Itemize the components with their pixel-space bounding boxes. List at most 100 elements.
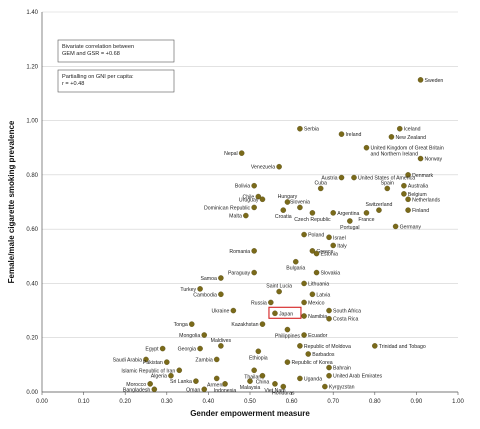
data-point: [297, 204, 303, 211]
data-point: [326, 315, 332, 322]
data-point: [309, 210, 316, 216]
point-label: Samoa: [200, 276, 217, 282]
point-label: Nepal: [224, 151, 238, 157]
point-label: Kyrgyzstan: [329, 385, 355, 391]
data-point: [317, 185, 324, 192]
x-tick-label: 0.10: [78, 399, 90, 405]
data-point: [255, 348, 262, 355]
point-label: Australia: [408, 184, 428, 190]
data-point: [330, 210, 336, 216]
point-label: Greece: [316, 249, 333, 255]
annotation-box: [57, 69, 175, 93]
point-label: Poland: [308, 233, 324, 239]
point-label: Republic of Korea: [291, 360, 332, 366]
point-label: Bolivia: [235, 184, 250, 190]
x-tick-label: 0.00: [36, 399, 48, 405]
data-point: [201, 386, 207, 393]
point-label: Finland: [412, 208, 429, 214]
point-label: Israel: [333, 235, 346, 241]
y-tick-label: 0.60: [26, 227, 38, 233]
point-label: Iceland: [404, 127, 421, 133]
data-point: [405, 196, 411, 203]
data-point: [301, 313, 307, 319]
highlight-box: [268, 306, 302, 319]
data-point: [405, 172, 411, 178]
point-label: Romania: [229, 249, 250, 255]
point-label: Morocco: [126, 382, 146, 388]
point-label: Ireland: [346, 132, 362, 138]
data-point: [259, 372, 266, 379]
data-point: [168, 372, 174, 379]
point-label: Turkey: [180, 287, 196, 293]
gridlines: [42, 11, 458, 393]
data-point: [284, 359, 291, 365]
point-label: Argentina: [337, 211, 359, 217]
data-point: [238, 150, 245, 156]
data-point: [213, 375, 220, 382]
point-label: Pakistan: [143, 360, 163, 366]
point-label: Ukraine: [211, 309, 229, 315]
data-point: [259, 196, 266, 203]
point-label: Spain: [381, 180, 394, 186]
point-label: Paraguay: [228, 271, 251, 277]
point-label: Uganda: [304, 376, 322, 382]
point-label: Belgium: [408, 192, 427, 198]
x-tick-label: 0.70: [327, 399, 339, 405]
point-label: Ecuador: [308, 333, 328, 339]
data-point: [251, 182, 257, 189]
data-point: [176, 367, 183, 374]
data-point: [272, 381, 278, 387]
data-point: [293, 258, 299, 265]
data-point: [276, 288, 282, 295]
point-label: Oman: [186, 387, 200, 393]
point-label: Armenia: [207, 382, 226, 388]
point-label: Honduras: [272, 391, 295, 397]
point-label: Croatia: [275, 214, 292, 220]
point-label: Portugal: [340, 225, 359, 231]
point-label: United Arab Emirates: [333, 374, 382, 380]
data-point: [363, 210, 370, 216]
point-label: Bahrain: [333, 366, 351, 372]
point-label: Netherlands: [412, 197, 440, 203]
data-point: [280, 383, 287, 390]
data-point: [301, 280, 307, 287]
x-tick-label: 0.90: [411, 399, 423, 405]
data-point: [351, 174, 357, 181]
data-point: [417, 155, 424, 162]
data-point: [388, 134, 395, 140]
data-point: [193, 378, 199, 384]
data-point: [297, 125, 303, 132]
point-label: Thailand: [244, 374, 264, 380]
data-point: [251, 248, 257, 254]
data-point: [417, 77, 424, 83]
point-label: Malta: [229, 214, 242, 220]
data-point: [313, 250, 320, 257]
data-point: [384, 185, 391, 192]
point-label: Namibia: [308, 314, 327, 320]
point-label: Cambodia: [193, 292, 217, 298]
data-point: [222, 381, 228, 387]
point-label: Philippines: [275, 334, 300, 340]
data-point: [251, 204, 257, 211]
data-point: [201, 332, 207, 338]
point-label: Cuba: [315, 180, 328, 186]
point-label: Viet Nam: [264, 388, 285, 394]
point-label: Kazakhstan: [231, 322, 258, 328]
data-point: [330, 242, 336, 249]
data-point: [147, 381, 153, 387]
data-point: [272, 310, 278, 317]
data-point: [301, 231, 307, 238]
point-label: Venezuela: [251, 165, 275, 171]
x-tick-label: 0.80: [369, 399, 381, 405]
data-point: [397, 125, 403, 132]
data-point: [392, 223, 399, 230]
annotation-box: [57, 39, 175, 63]
data-point: [189, 321, 195, 327]
point-label: Saudi Arabia: [113, 357, 143, 363]
point-label: United States of America: [358, 176, 415, 182]
point-label: Lithuania: [308, 281, 329, 287]
data-point: [322, 383, 328, 390]
point-label: France: [358, 217, 374, 223]
data-point: [251, 269, 257, 276]
data-point: [280, 207, 287, 213]
